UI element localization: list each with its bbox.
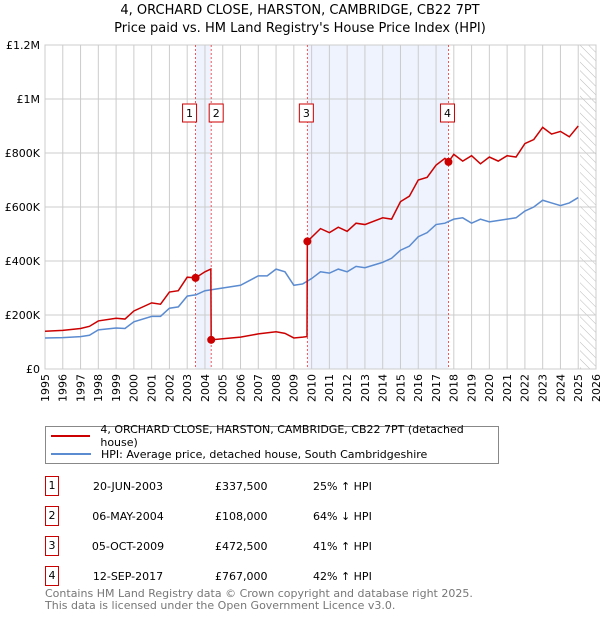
footer-line: Contains HM Land Registry data © Crown c… bbox=[45, 587, 473, 600]
series-line bbox=[44, 125, 579, 341]
y-tick-label: £400K bbox=[5, 255, 41, 268]
sale-label-box bbox=[298, 103, 314, 123]
sale-label: 3 bbox=[303, 107, 310, 120]
x-tick-label: 2009 bbox=[288, 374, 301, 402]
transaction-row: 4 12-SEP-2017 £767,000 42% ↑ HPI bbox=[45, 566, 372, 586]
hpi-comparison: 64% ↓ HPI bbox=[313, 509, 372, 523]
sale-point bbox=[303, 237, 312, 246]
x-tick-label: 2004 bbox=[199, 374, 212, 402]
x-tick-label: 1995 bbox=[39, 374, 52, 402]
x-tick-label: 2014 bbox=[377, 374, 390, 402]
x-tick-label: 2001 bbox=[145, 374, 158, 402]
x-tick-label: 2007 bbox=[252, 374, 265, 402]
x-tick-label: 2000 bbox=[128, 374, 141, 402]
x-tick-label: 1998 bbox=[92, 374, 105, 402]
sale-point bbox=[444, 157, 453, 166]
price-chart: 1995 1996 1997 1998 1999 2000 2001 2002 2003 2004… bbox=[5, 39, 600, 402]
sale-number-badge: 3 bbox=[45, 536, 59, 556]
x-tick-label: 2024 bbox=[554, 374, 567, 402]
y-tick-label: £0 bbox=[26, 363, 40, 376]
sale-price: £337,500 bbox=[215, 479, 268, 493]
sale-number-badge: 4 bbox=[45, 566, 59, 586]
x-tick-label: 1996 bbox=[57, 374, 70, 402]
sale-date: 12-SEP-2017 bbox=[92, 569, 164, 583]
x-tick-label: 2003 bbox=[181, 374, 194, 402]
x-tick-label: 2022 bbox=[519, 374, 532, 402]
subtitle-line: Price paid vs. HM Land Registry's House … bbox=[114, 21, 486, 36]
footer: Contains HM Land Registry data © Crown c… bbox=[45, 588, 473, 612]
series-line bbox=[44, 196, 579, 339]
x-tick-label: 2012 bbox=[341, 374, 354, 402]
sale-price: £108,000 bbox=[215, 509, 268, 523]
x-tick-label: 2002 bbox=[163, 374, 176, 402]
sale-price: £472,500 bbox=[215, 539, 268, 553]
x-tick-label: 1999 bbox=[110, 374, 123, 402]
x-tick-label: 2019 bbox=[465, 374, 478, 402]
x-tick-label: 2006 bbox=[234, 374, 247, 402]
sale-label: 4 bbox=[444, 107, 451, 120]
title-line: 4, ORCHARD CLOSE, HARSTON, CAMBRIDGE, CB… bbox=[120, 3, 480, 18]
x-tick-label: 2005 bbox=[217, 374, 230, 402]
hpi-comparison: 42% ↑ HPI bbox=[313, 569, 372, 583]
legend-item-property: 4, ORCHARD CLOSE, HARSTON, CAMBRIDGE, CB… bbox=[46, 423, 498, 449]
x-tick-label: 2013 bbox=[359, 374, 372, 402]
sale-number-badge: 2 bbox=[45, 506, 59, 526]
footer-line: This data is licensed under the Open Gov… bbox=[45, 599, 396, 612]
x-tick-label: 2025 bbox=[572, 374, 585, 402]
sale-point bbox=[191, 273, 200, 282]
x-tick-label: 2016 bbox=[412, 374, 425, 402]
x-tick-label: 2015 bbox=[394, 374, 407, 402]
sale-date: 05-OCT-2009 bbox=[91, 539, 165, 553]
sale-date: 06-MAY-2004 bbox=[92, 509, 164, 523]
legend-label: HPI: Average price, detached house, Sout… bbox=[101, 447, 428, 461]
y-tick-label: £1.2M bbox=[6, 39, 40, 52]
sale-point bbox=[207, 335, 216, 344]
y-tick-label: £200K bbox=[5, 309, 41, 322]
x-tick-label: 2011 bbox=[323, 374, 336, 402]
blue-line-swatch bbox=[51, 453, 91, 455]
sale-number-badge: 1 bbox=[45, 476, 59, 496]
red-line-swatch bbox=[51, 435, 91, 437]
y-tick-label: £1M bbox=[17, 93, 41, 106]
transaction-row: 3 05-OCT-2009 £472,500 41% ↑ HPI bbox=[45, 536, 372, 556]
transaction-row: 1 20-JUN-2003 £337,500 25% ↑ HPI bbox=[45, 476, 372, 496]
sale-label-box bbox=[439, 103, 455, 123]
sale-label: 1 bbox=[186, 107, 193, 120]
legend-label: 4, ORCHARD CLOSE, HARSTON, CAMBRIDGE, CB… bbox=[100, 423, 464, 449]
x-tick-label: 2026 bbox=[590, 374, 600, 402]
chart-title: 4, ORCHARD CLOSE, HARSTON, CAMBRIDGE, CB… bbox=[0, 2, 600, 38]
sale-price: £767,000 bbox=[215, 569, 268, 583]
x-tick-label: 2017 bbox=[430, 374, 443, 402]
x-tick-label: 2010 bbox=[305, 374, 318, 402]
x-tick-label: 2008 bbox=[270, 374, 283, 402]
sale-label-box bbox=[208, 103, 224, 123]
hpi-comparison: 41% ↑ HPI bbox=[313, 539, 372, 553]
plot-frame bbox=[44, 44, 597, 370]
sale-label-box bbox=[182, 103, 198, 123]
x-tick-label: 2023 bbox=[537, 374, 550, 402]
x-tick-label: 1997 bbox=[74, 374, 87, 402]
x-tick-label: 2020 bbox=[483, 374, 496, 402]
y-tick-label: £600K bbox=[5, 201, 41, 214]
legend: 4, ORCHARD CLOSE, HARSTON, CAMBRIDGE, CB… bbox=[45, 423, 499, 464]
x-tick-label: 2018 bbox=[448, 374, 461, 402]
legend-item-hpi: HPI: Average price, detached house, Sout… bbox=[46, 445, 498, 463]
x-tick-label: 2021 bbox=[501, 374, 514, 402]
sale-date: 20-JUN-2003 bbox=[92, 479, 164, 493]
sale-label: 2 bbox=[213, 107, 220, 120]
transaction-row: 2 06-MAY-2004 £108,000 64% ↓ HPI bbox=[45, 506, 372, 526]
hpi-comparison: 25% ↑ HPI bbox=[313, 479, 372, 493]
y-tick-label: £800K bbox=[5, 147, 41, 160]
